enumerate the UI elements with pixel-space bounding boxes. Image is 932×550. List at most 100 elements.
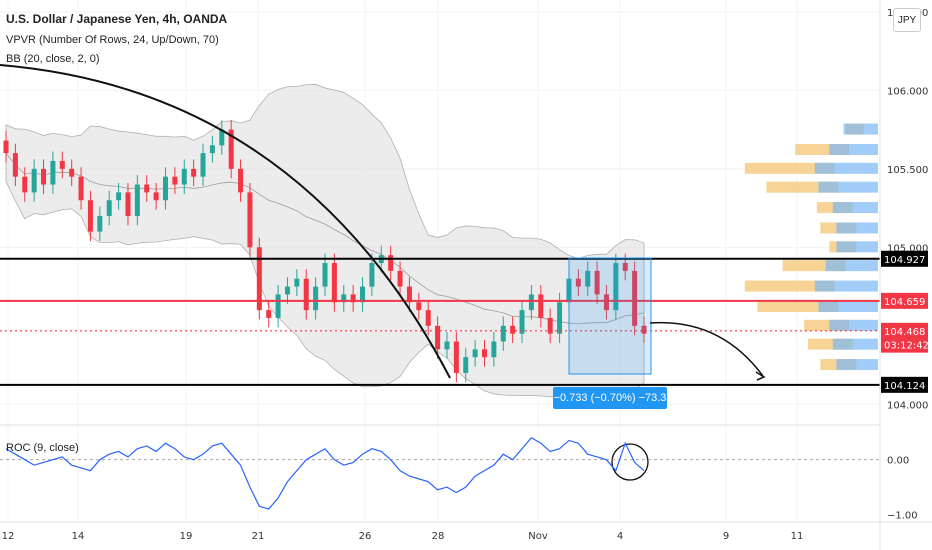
candle-body (219, 129, 225, 146)
time-tick-label: 19 (180, 531, 193, 542)
roc-pane (0, 436, 880, 510)
vpvr-bar-up (807, 338, 853, 350)
candle-body (547, 317, 553, 334)
price-tags: 104.927 104.659 104.468 03:12:42 104.124 (881, 250, 929, 393)
candle-body (500, 325, 506, 342)
candle-body (200, 153, 206, 177)
vpvr-bar-up (804, 319, 850, 331)
horizontal-lines (0, 257, 880, 386)
candle-body (22, 176, 28, 193)
bb-band (5, 83, 645, 398)
roc-legend[interactable]: ROC (9, close) (6, 442, 79, 454)
roc-tick-label: −1.00 (887, 511, 918, 522)
vpvr-bar-down (814, 280, 878, 292)
candle-body (266, 310, 272, 318)
candle-body (538, 294, 544, 318)
time-tick-label: 14 (72, 531, 85, 542)
measure-label: −0.733 (−0.70%) −73.3 (553, 387, 667, 409)
candle-body (557, 302, 563, 334)
candle-body (322, 263, 328, 287)
time-tick-label: 11 (791, 531, 804, 542)
candle-body (350, 294, 356, 303)
price-tag-label: 104.124 (884, 381, 925, 392)
bb-legend[interactable]: BB (20, close, 2, 0) (6, 53, 100, 65)
vpvr-bar-down (836, 359, 878, 371)
time-tick-label: Nov (528, 531, 548, 542)
vpvr-bar-up (795, 143, 850, 155)
candle-body (341, 294, 347, 303)
candle-body (78, 176, 84, 201)
time-tick-label: 26 (359, 531, 372, 542)
currency-badge[interactable]: JPY (893, 8, 921, 32)
candle-body (406, 286, 412, 303)
vpvr-bar-down (829, 143, 878, 155)
trend-arc (0, 64, 451, 379)
projection-arrowhead (755, 371, 766, 381)
price-tick-label: 105.000 (887, 243, 928, 254)
vpvr-bar-down (829, 319, 878, 331)
candle-body (294, 278, 300, 287)
time-tick-label: 21 (252, 531, 265, 542)
roc-highlight-circle (611, 443, 649, 481)
vpvr-bar-down (825, 260, 878, 272)
time-tick-label: 28 (432, 531, 445, 542)
price-tick-label: 104.000 (887, 400, 928, 411)
candle-body (453, 341, 459, 373)
candle-body (153, 192, 159, 201)
candle-body (181, 168, 187, 185)
candle-body (519, 310, 525, 334)
bollinger-bands (5, 83, 645, 398)
projection-curve (649, 321, 764, 377)
price-tick-label: 105.500 (887, 165, 928, 176)
measure-box (568, 257, 652, 375)
candle-body (144, 184, 150, 193)
candle-body (116, 192, 122, 201)
candle-body (125, 192, 131, 216)
time-tick-label: 12 (2, 531, 15, 542)
vpvr-bar-down (836, 222, 878, 234)
candle-body (510, 325, 516, 334)
candle-body (369, 263, 375, 287)
candle-body (59, 160, 65, 169)
price-tag-label: 03:12:42 (884, 341, 929, 352)
candle-body (238, 168, 244, 193)
candle-body (163, 176, 168, 201)
candle-body (632, 270, 638, 326)
price-tick-label: 106.000 (887, 86, 928, 97)
price-tag-bg (881, 376, 928, 393)
candle-body (275, 294, 281, 318)
price-tag-label: 104.659 (884, 297, 925, 308)
candle-body (425, 310, 431, 326)
price-tag-bg (881, 336, 928, 353)
price-tag-bg (881, 250, 928, 267)
candle-body (12, 153, 18, 177)
symbol-title: U.S. Dollar / Japanese Yen, 4h, OANDA (6, 12, 228, 26)
roc-tick-label: 0.00 (887, 456, 909, 467)
candle-body (331, 263, 337, 303)
vpvr-bar-down (832, 202, 878, 214)
candles (3, 120, 647, 383)
vpvr-bar-up (744, 162, 835, 174)
candle-body (528, 294, 534, 311)
price-tag-bg (881, 292, 928, 309)
candle-body (491, 341, 497, 358)
candle-body (444, 341, 450, 350)
candle-body (247, 192, 253, 248)
candle-body (256, 247, 262, 311)
candle-body (397, 270, 403, 287)
vpvr-bar-down (814, 162, 878, 174)
candle-body (50, 160, 56, 185)
candle-body (87, 200, 93, 232)
vpvr-bar-down (818, 181, 878, 193)
bb-basis (5, 152, 645, 325)
vpvr-legend[interactable]: VPVR (Number Of Rows, 24, Up/Down, 70) (6, 34, 219, 46)
vpvr-bar-up (766, 181, 839, 193)
candle-body (575, 278, 581, 287)
time-tick-label: 4 (617, 531, 623, 542)
candle-body (603, 294, 609, 311)
candle-body (472, 349, 478, 358)
candle-body (134, 184, 140, 216)
candle-body (303, 278, 309, 311)
time-axis: 12 14 19 21 26 28 Nov 4 9 11 (2, 531, 804, 542)
